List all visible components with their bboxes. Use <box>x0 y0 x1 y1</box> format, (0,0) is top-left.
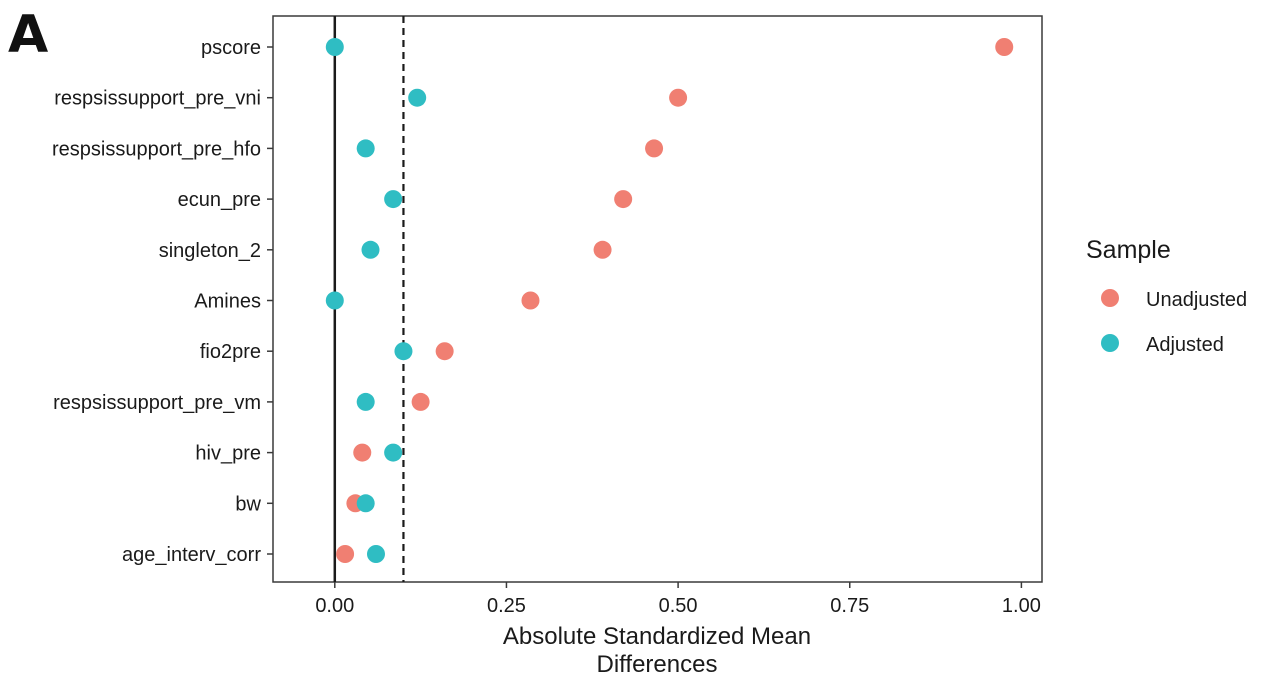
point-unadjusted <box>435 342 454 361</box>
x-tick-label: 0.25 <box>487 595 526 617</box>
x-tick-label: 0.50 <box>659 595 698 617</box>
y-tick-label: fio2pre <box>200 341 261 363</box>
point-adjusted <box>394 342 413 361</box>
point-adjusted <box>384 190 403 209</box>
x-axis-ticks <box>334 582 1023 588</box>
legend-label-adjusted: Adjusted <box>1146 334 1224 356</box>
point-adjusted <box>408 88 427 107</box>
point-adjusted <box>384 443 403 462</box>
plot-panel-border <box>272 15 1043 583</box>
legend-title: Sample <box>1086 236 1171 264</box>
panel-label: A <box>8 5 48 65</box>
point-adjusted <box>366 545 385 563</box>
x-axis-title-line-2: Differences <box>597 651 718 678</box>
point-unadjusted <box>593 240 612 259</box>
y-tick-label: pscore <box>201 37 261 59</box>
x-tick-label: 1.00 <box>1002 595 1041 617</box>
data-points <box>325 38 1014 563</box>
point-unadjusted <box>521 291 540 310</box>
point-unadjusted <box>614 190 633 209</box>
point-unadjusted <box>336 545 355 563</box>
y-tick-label: respsissupport_pre_vm <box>53 392 261 414</box>
x-axis-title-line-1: Absolute Standardized Mean <box>503 623 811 650</box>
point-unadjusted <box>645 139 664 158</box>
legend-key-adjusted <box>1101 334 1119 352</box>
y-tick-label: bw <box>235 493 261 515</box>
point-adjusted <box>325 38 344 56</box>
y-tick-label: hiv_pre <box>195 443 261 465</box>
y-tick-label: age_interv_corr <box>122 544 261 566</box>
x-tick-label: 0.75 <box>830 595 869 617</box>
y-tick-label: ecun_pre <box>178 189 261 211</box>
point-unadjusted <box>995 38 1014 56</box>
x-tick-label: 0.00 <box>315 595 354 617</box>
point-unadjusted <box>669 88 688 107</box>
y-axis-ticks <box>267 46 273 555</box>
point-adjusted <box>325 291 344 310</box>
y-tick-label: Amines <box>194 291 261 313</box>
legend: Sample Unadjusted Adjusted <box>1086 236 1247 356</box>
point-adjusted <box>356 139 375 158</box>
y-axis-labels: pscore respsissupport_pre_vni respsissuppo… <box>52 37 262 566</box>
x-axis-labels: 0.00 0.25 0.50 0.75 1.00 <box>315 595 1041 617</box>
point-unadjusted <box>411 392 430 411</box>
point-adjusted <box>361 240 380 259</box>
point-adjusted <box>356 392 375 411</box>
point-adjusted <box>356 494 375 513</box>
legend-key-unadjusted <box>1101 289 1119 307</box>
legend-label-unadjusted: Unadjusted <box>1146 289 1247 311</box>
y-tick-label: singleton_2 <box>159 240 261 262</box>
point-unadjusted <box>353 443 372 462</box>
y-tick-label: respsissupport_pre_vni <box>54 88 261 110</box>
y-tick-label: respsissupport_pre_hfo <box>52 138 261 160</box>
